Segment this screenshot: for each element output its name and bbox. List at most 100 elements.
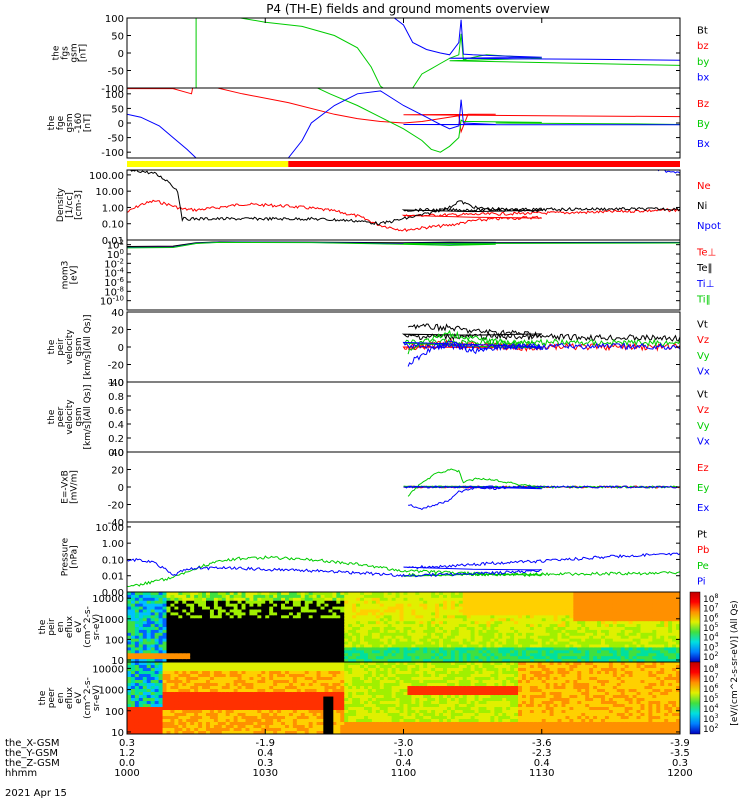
- spectrogram-cell: [198, 701, 203, 705]
- spectrogram-cell: [198, 656, 203, 660]
- spectrogram-cell: [443, 606, 448, 611]
- spectrogram-cell: [241, 644, 247, 649]
- spectrogram-cell: [443, 638, 448, 643]
- spectrogram-cell: [510, 635, 515, 640]
- spectrogram-cell: [470, 656, 476, 660]
- spectrogram-cell: [277, 647, 282, 651]
- y-axis-label-line: the: [52, 45, 62, 60]
- spectrogram-cell: [186, 641, 191, 646]
- spectrogram-cell: [134, 618, 140, 622]
- spectrogram-cell: [616, 621, 622, 625]
- spectrogram-cell: [142, 692, 148, 696]
- spectrogram-cell: [316, 662, 322, 666]
- spectrogram-cell: [332, 686, 337, 690]
- spectrogram-cell: [371, 621, 377, 625]
- spectrogram-cell: [395, 653, 401, 657]
- spectrogram-cell: [514, 594, 519, 599]
- spectrogram-cell: [569, 597, 574, 602]
- spectrogram-cell: [198, 594, 203, 599]
- spectrogram-cell: [202, 713, 207, 717]
- spectrogram-cell: [656, 644, 661, 649]
- spectrogram-cell: [632, 624, 638, 628]
- spectrogram-cell: [233, 592, 239, 596]
- spectrogram-cell: [209, 728, 215, 732]
- spectrogram-cell: [221, 668, 227, 672]
- spectrogram-cell: [245, 680, 251, 684]
- spectrogram-cell: [419, 603, 424, 608]
- spectrogram-cell: [636, 647, 642, 651]
- spectrogram-cell: [146, 713, 152, 717]
- spectrogram-cell: [253, 701, 258, 705]
- spectrogram-cell: [628, 650, 634, 654]
- spectrogram-cell: [648, 615, 653, 619]
- spectrogram-cell: [431, 597, 436, 602]
- spectrogram-cell: [364, 618, 369, 622]
- spectrogram-cell: [229, 644, 235, 649]
- spectrogram-cell: [277, 731, 282, 734]
- spectrogram-cell: [182, 707, 187, 711]
- spectrogram-cell: [206, 677, 211, 681]
- spectrogram-cell: [150, 701, 156, 705]
- spectrogram-cell: [253, 627, 258, 631]
- spectrogram-cell: [253, 632, 258, 637]
- spectrogram-cell: [324, 656, 330, 660]
- spectrogram-cell: [273, 612, 278, 616]
- spectrogram-cell: [541, 627, 547, 631]
- spectrogram-cell: [213, 665, 219, 669]
- spectrogram-cell: [616, 635, 622, 640]
- spectrogram-cell: [304, 683, 310, 687]
- spectrogram-cell: [281, 704, 286, 708]
- spectrogram-cell: [134, 680, 140, 684]
- spectrogram-cell: [186, 624, 191, 628]
- spectrogram-cell: [186, 644, 191, 649]
- spectrogram-cell: [206, 644, 211, 649]
- spectrogram-cell: [249, 635, 254, 640]
- spectrogram-cell: [146, 710, 152, 714]
- spectrogram-cell: [194, 592, 199, 596]
- spectrogram-cell: [257, 624, 262, 628]
- spectrogram-cell: [423, 624, 428, 628]
- spectrogram-cell: [522, 612, 527, 616]
- spectrogram-cell: [178, 597, 183, 602]
- spectrogram-cell: [375, 612, 381, 616]
- spectrogram-cell: [522, 618, 527, 622]
- spectrogram-cell: [324, 644, 330, 649]
- spectrogram-cell: [466, 629, 472, 634]
- spectrogram-cell: [668, 597, 673, 602]
- spectrogram-cell: [174, 665, 179, 669]
- spectrogram-cell: [490, 592, 495, 596]
- spectrogram-cell: [138, 728, 144, 732]
- spectrogram-cell: [138, 695, 144, 699]
- spectrogram-cell: [344, 653, 349, 657]
- spectrogram-cell: [518, 612, 523, 616]
- spectrogram-cell: [217, 677, 223, 681]
- spectrogram-cell: [529, 656, 535, 660]
- spectrogram-cell: [221, 638, 227, 643]
- spectrogram-cell: [257, 656, 262, 660]
- spectrogram-cell: [375, 592, 381, 596]
- spectrogram-cell: [241, 698, 247, 702]
- spectrogram-cell: [233, 629, 239, 634]
- spectrogram-cell: [198, 665, 203, 669]
- spectrogram-cell: [312, 632, 318, 637]
- spectrogram-cell: [573, 653, 578, 657]
- spectrogram-cell: [668, 600, 673, 605]
- spectrogram-cell: [182, 692, 187, 696]
- legend-entry-Vt: Vt: [697, 320, 708, 331]
- spectrogram-cell: [233, 662, 239, 666]
- spectrogram-cell: [537, 603, 543, 608]
- spectrogram-cell: [533, 656, 539, 660]
- spectrogram-cell: [296, 606, 302, 611]
- spectrogram-cell: [202, 629, 207, 634]
- panel-frame: [126, 381, 681, 453]
- spectrogram-cell: [186, 653, 191, 657]
- spectrogram-cell: [217, 704, 223, 708]
- spectrogram-cell: [170, 638, 175, 643]
- spectrogram-cell: [320, 668, 326, 672]
- spectrogram-cell: [174, 641, 179, 646]
- spectrogram-cell: [269, 627, 274, 631]
- spectrogram-cell: [356, 600, 361, 605]
- spectrogram-cell: [225, 597, 231, 602]
- spectrogram-cell: [174, 728, 179, 732]
- spectrogram-cell: [150, 624, 156, 628]
